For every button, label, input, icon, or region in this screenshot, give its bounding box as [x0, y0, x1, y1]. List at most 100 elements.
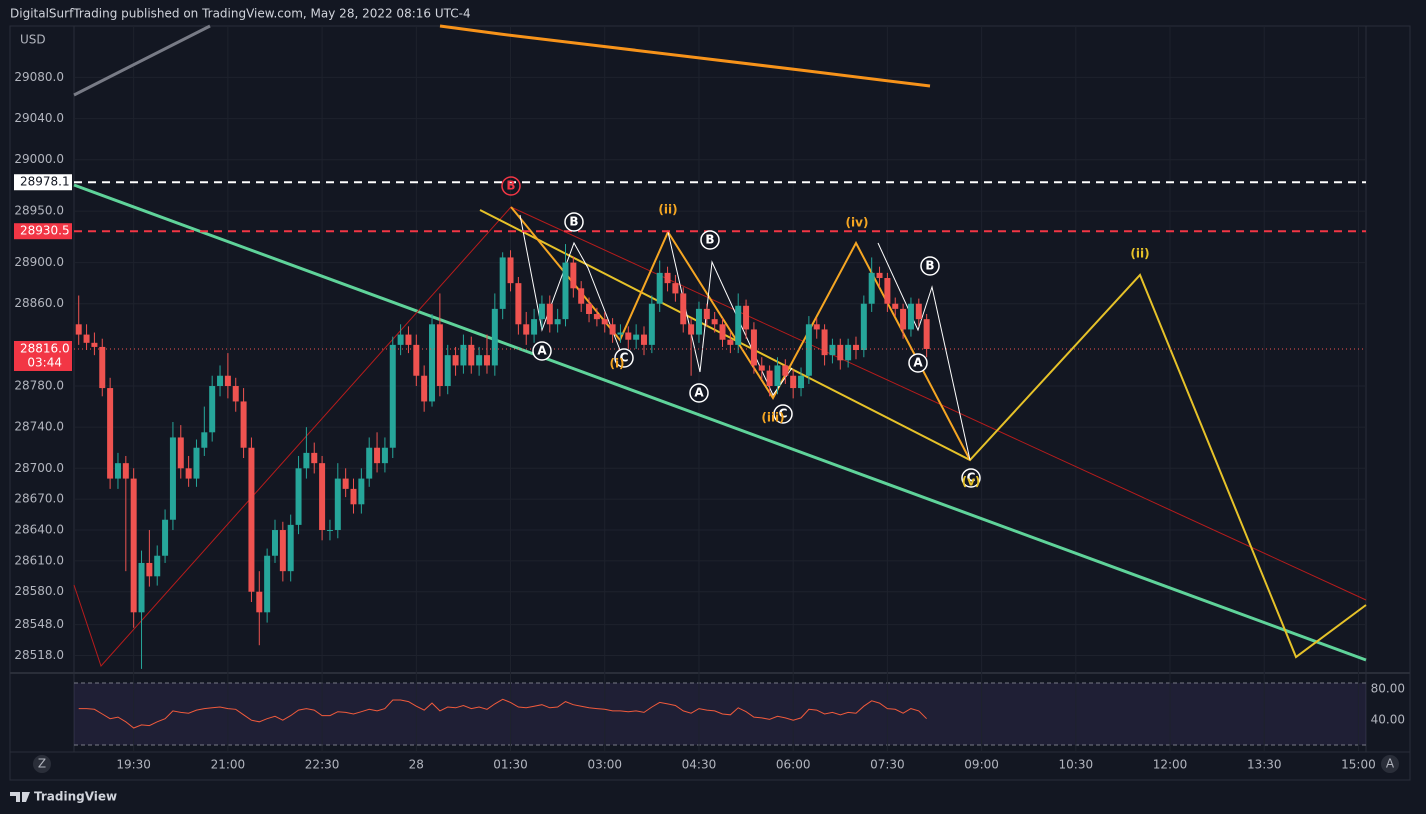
- candle-body: [656, 272, 663, 304]
- y-tick-label: 28900.0: [14, 255, 64, 269]
- candle-body: [185, 468, 192, 479]
- x-tick-label: 28: [409, 758, 424, 772]
- y-tick-label: 28610.0: [14, 553, 64, 567]
- candle-body: [727, 339, 734, 345]
- candle-body: [515, 283, 522, 325]
- candle-body: [507, 257, 514, 284]
- x-tick-label: 21:00: [211, 758, 246, 772]
- wave-label: A: [537, 344, 547, 358]
- candle-body: [83, 334, 90, 343]
- last-price-label: 28816.0: [20, 341, 70, 355]
- wave-path: [877, 242, 971, 461]
- x-tick-label: 03:00: [587, 758, 622, 772]
- candle-body: [491, 308, 498, 366]
- moving-average: [439, 24, 931, 88]
- candle-body: [311, 452, 318, 464]
- candle-body: [271, 530, 278, 556]
- currency-label: USD: [20, 33, 46, 47]
- candle-body: [397, 334, 404, 345]
- candle-body: [648, 303, 655, 345]
- candle-body: [279, 530, 286, 572]
- wave-label: (iii): [761, 411, 784, 425]
- y-tick-label: 29000.0: [14, 152, 64, 166]
- x-tick-label: 06:00: [776, 758, 811, 772]
- wave-circle: [908, 353, 928, 373]
- candle-body: [860, 303, 867, 351]
- candle-body: [601, 319, 608, 325]
- button-label[interactable]: A: [1386, 757, 1395, 771]
- candle-body: [805, 324, 812, 376]
- candle-body: [476, 355, 483, 366]
- plot: [74, 181, 1366, 729]
- rsi-band: [74, 683, 1366, 745]
- candle-body: [829, 344, 836, 356]
- candle-body: [295, 468, 302, 525]
- candle-body: [915, 303, 922, 320]
- candle-body: [570, 262, 577, 289]
- candle-body: [531, 319, 538, 335]
- candle-body: [130, 478, 137, 613]
- wave-label: C: [779, 407, 788, 421]
- wave-label: B: [705, 233, 714, 247]
- y-tick-label: 28640.0: [14, 523, 64, 537]
- candle-body: [750, 329, 757, 366]
- candle-body: [421, 375, 428, 402]
- candle-body: [546, 303, 553, 325]
- candle-body: [240, 401, 247, 448]
- candle-body: [146, 562, 153, 577]
- candle-body: [162, 519, 169, 556]
- candle-body: [248, 447, 255, 592]
- rsi-tick-label: 80.00: [1371, 682, 1405, 696]
- candle-body: [538, 303, 545, 320]
- wave-path: [510, 206, 971, 461]
- button[interactable]: [1381, 755, 1399, 773]
- candle-body: [782, 365, 789, 376]
- candle-body: [743, 305, 750, 330]
- candle-body: [91, 342, 98, 347]
- candle-body: [405, 334, 412, 345]
- candle-body: [672, 283, 679, 294]
- button-label[interactable]: Z: [38, 757, 46, 771]
- price-label-box: [14, 174, 72, 191]
- wave-label: (v): [962, 475, 981, 489]
- y-tick-label: 28548.0: [14, 617, 64, 631]
- candle-body: [641, 334, 647, 345]
- candle-body: [452, 355, 459, 366]
- candle-body: [444, 355, 451, 387]
- candle-body: [688, 324, 695, 335]
- wave-label: A: [694, 386, 704, 400]
- wave-circle: [920, 256, 940, 276]
- candle-body: [350, 488, 357, 505]
- candle-body: [907, 303, 914, 330]
- button[interactable]: [33, 755, 51, 773]
- candle-body: [193, 447, 200, 479]
- candle-body: [523, 324, 530, 335]
- countdown: 03:44: [27, 355, 62, 369]
- candle-body: [562, 262, 569, 320]
- candle-body: [711, 319, 718, 325]
- y-tick-label: 28580.0: [14, 584, 64, 598]
- frame: [9, 25, 1411, 781]
- candle-body: [483, 355, 490, 366]
- moving-average: [73, 24, 211, 97]
- candle-body: [900, 308, 907, 330]
- candle-body: [436, 324, 443, 387]
- y-tick-label: 29080.0: [14, 70, 64, 84]
- candle-body: [876, 272, 883, 279]
- wave-circle: [689, 383, 709, 403]
- x-tick-label: 07:30: [870, 758, 905, 772]
- wave-label: C: [620, 351, 629, 365]
- candle-body: [460, 344, 467, 366]
- candle-body: [122, 463, 129, 479]
- header-text: DigitalSurfTrading published on TradingV…: [10, 7, 471, 21]
- wave-path: [479, 209, 1367, 659]
- candle-body: [374, 447, 381, 464]
- last-price-box: [14, 340, 72, 371]
- wave-circle: [700, 230, 720, 250]
- candle-body: [923, 319, 930, 349]
- y-tick-label: 28700.0: [14, 461, 64, 475]
- candle-body: [342, 478, 349, 489]
- wave-circle: [501, 176, 521, 196]
